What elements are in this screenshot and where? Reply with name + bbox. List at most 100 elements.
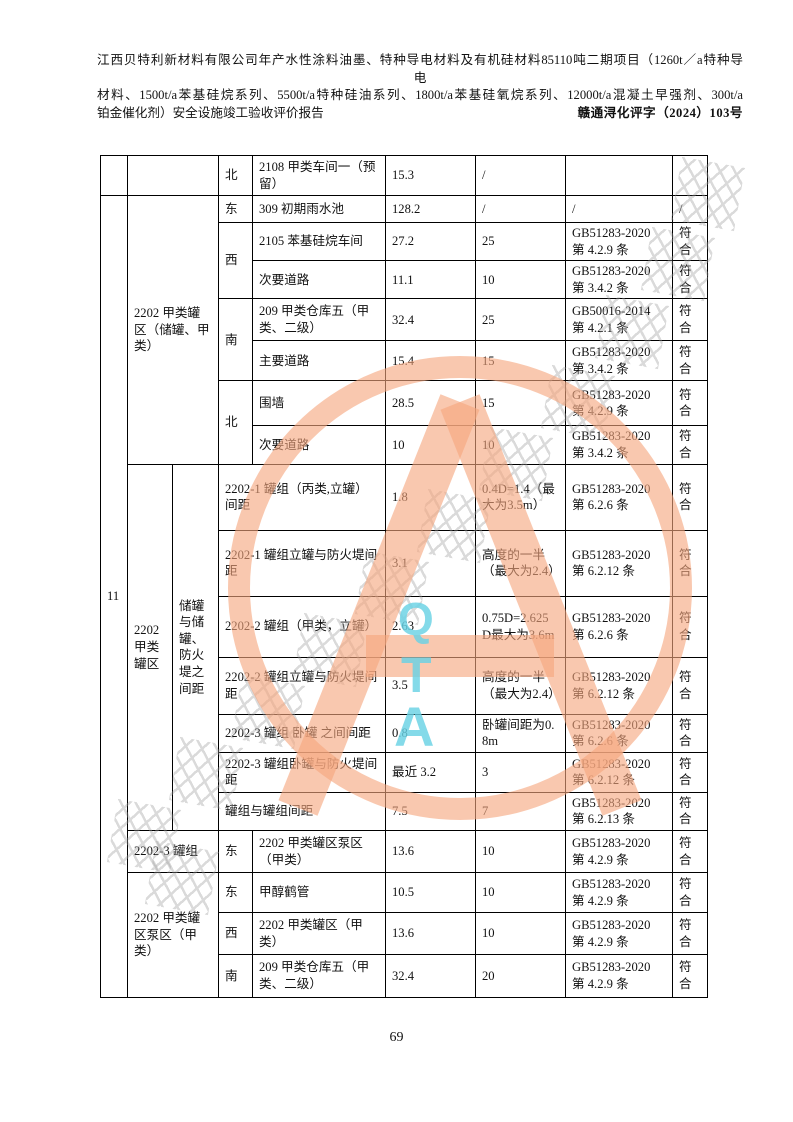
table-cell: 甲醇鹤管 (252, 872, 386, 914)
table-cell: 2202 甲类罐区 (127, 463, 173, 832)
table-cell: GB51283-2020 第 4.2.9 条 (565, 872, 673, 914)
table-cell: 15.3 (385, 155, 476, 196)
table-cell: 27.2 (385, 221, 476, 262)
table-cell: 15 (475, 380, 566, 427)
table-cell: 0.75D=2.625 D最大为3.6m (475, 595, 566, 658)
table-cell: 2202-2 罐组立罐与防火堤间距 (218, 656, 386, 715)
table-cell: 11.1 (385, 260, 476, 300)
table-cell: GB51283-2020 第 4.2.9 条 (565, 912, 673, 956)
table-cell: 20 (475, 954, 566, 999)
table-cell: GB51283-2020 第 3.4.2 条 (565, 425, 673, 465)
table-cell: 北 (218, 380, 253, 465)
table-cell: 北 (218, 155, 253, 196)
table-cell: GB51283-2020 第 4.2.9 条 (565, 221, 673, 262)
table-cell: GB51283-2020 第 4.2.9 条 (565, 954, 673, 999)
table-cell: 符合 (672, 298, 708, 342)
table-cell: / (475, 195, 566, 223)
table-cell: 东 (218, 195, 253, 223)
table-cell: 高度的一半（最大为2.4） (475, 529, 566, 597)
table-row: 次要道路 11.1 10 GB51283-2020 第 3.4.2 条符合 (101, 260, 708, 300)
table-cell: 0.8 (385, 713, 476, 753)
table-cell: / (565, 195, 673, 223)
table-cell: 2202 甲类罐区泵区（甲类） (127, 872, 219, 999)
table-cell: 符合 (672, 425, 708, 465)
table-cell: 2202 甲类罐区泵区（甲类） (252, 830, 386, 874)
table-cell (127, 155, 219, 196)
table-cell: 15.4 (385, 340, 476, 382)
table-cell: / (672, 195, 708, 223)
table-row: 11 2202 甲类罐区（储罐、甲类）东 309 初期雨水池 128.2// / (100, 194, 708, 999)
table-cell: 0.4D=1.4（最大为3.5m） (475, 463, 566, 531)
table-cell: 128.2 (385, 195, 476, 223)
table-cell: 13.6 (385, 830, 476, 874)
table-cell: GB51283-2020 第 6.2.12 条 (565, 529, 673, 597)
table-cell: GB51283-2020 第 6.2.6 条 (565, 713, 673, 753)
table-cell: 西 (218, 912, 253, 956)
header-line-3: 材料、1500t/a苯基硅烷系列、5500t/a特种硅油系列、1800t/a苯基… (97, 88, 743, 102)
table-cell: GB51283-2020 第 3.4.2 条 (565, 260, 673, 300)
table-cell: 东 (218, 872, 253, 914)
table-cell: 次要道路 (252, 260, 386, 300)
table-cell: 2202-3 罐组 (127, 830, 219, 874)
table-cell: 2202 甲类罐区（储罐、甲类） (127, 195, 219, 465)
table-cell: 2202-3 罐组 卧罐 之间间距 (218, 713, 386, 753)
table-cell: GB51283-2020 第 6.2.12 条 (565, 656, 673, 715)
table-cell: 符合 (672, 791, 708, 832)
table-cell: 11 (100, 194, 128, 999)
table-cell: 符合 (672, 713, 708, 753)
table-cell: 10 (475, 260, 566, 300)
table-cell: 主要道路 (252, 340, 386, 382)
header-line-2: 电 (413, 70, 427, 85)
table-cell: 2202-2 罐组（甲类，立罐） (218, 595, 386, 658)
table-cell: 最近 3.2 (385, 751, 476, 793)
table-cell: 次要道路 (252, 425, 386, 465)
table-cell: GB51283-2020 第 6.2.13 条 (565, 791, 673, 832)
table-cell: 1.8 (385, 463, 476, 531)
table-cell: 2202-1 罐组立罐与防火堤间距 (218, 529, 386, 597)
table-cell: GB51283-2020 第 4.2.9 条 (565, 380, 673, 427)
table-cell: 西 (218, 221, 253, 300)
table-row: 西 2105 苯基硅烷车间 27.2 25 GB51283-2020 第 4.2.9 条… (101, 221, 708, 300)
header-line-1: 江西贝特利新材料有限公司年产水性涂料油墨、特种导电材料及有机硅材料85110吨二… (97, 53, 743, 67)
table-cell (100, 155, 128, 196)
table-cell: 309 初期雨水池 (252, 195, 386, 223)
table-cell: 符合 (672, 830, 708, 874)
table-cell: 符合 (672, 656, 708, 715)
table-cell: 2105 苯基硅烷车间 (252, 221, 386, 262)
table-cell: 10 (475, 872, 566, 914)
table-cell (565, 155, 673, 196)
table-cell: 13.6 (385, 912, 476, 956)
table-cell: 10 (475, 830, 566, 874)
table-cell: 3.1 (385, 529, 476, 597)
table-cell: 28.5 (385, 380, 476, 427)
table-cell: 2202 甲类罐区（甲类） (252, 912, 386, 956)
table-cell: 南 (218, 298, 253, 382)
table-cell: 东 (218, 830, 253, 874)
table-cell (672, 155, 708, 196)
table-cell: 10 (475, 425, 566, 465)
table-cell: 符合 (672, 340, 708, 382)
table-cell: 2202-1 罐组（丙类,立罐）间距 (218, 463, 386, 531)
table-cell: 罐组与罐组间距 (218, 791, 386, 832)
document-number: 赣通浔化评字（2024）103号 (577, 105, 743, 120)
table-cell: 高度的一半（最大为2.4） (475, 656, 566, 715)
table-cell: GB51283-2020 第 6.2.6 条 (565, 463, 673, 531)
table-cell: 2.63 (385, 595, 476, 658)
table-cell: GB51283-2020 第 6.2.12 条 (565, 751, 673, 793)
table-cell: 10.5 (385, 872, 476, 914)
table-cell: 15 (475, 340, 566, 382)
table-cell: 符合 (672, 751, 708, 793)
table-cell: GB51283-2020 第 4.2.9 条 (565, 830, 673, 874)
table-row: 2202 甲类罐区泵区（甲类）东甲醇鹤管 10.5 10 GB51283-2020 第… (101, 872, 708, 999)
table-row: 北 2108 甲类车间一（预留） 15.3/ (100, 155, 708, 196)
header-line-4: 铂金催化剂）安全设施竣工验收评价报告 赣通浔化评字（2024）103号 (97, 105, 743, 123)
table-row: 南 209 甲类仓库五（甲类、二级） 32.4 20 GB51283-2020 第 4.… (101, 954, 708, 999)
table-cell: 7.5 (385, 791, 476, 832)
table-row: 2202 甲类罐区 储罐与储罐、防火堤之间距 2202-1 罐组（丙类,立罐）间距 1… (101, 463, 708, 832)
table-cell: 7 (475, 791, 566, 832)
table-cell: 25 (475, 221, 566, 262)
table-cell: 符合 (672, 463, 708, 531)
table-cell: 储罐与储罐、防火堤之间距 (172, 463, 219, 832)
table-cell: 符合 (672, 260, 708, 300)
